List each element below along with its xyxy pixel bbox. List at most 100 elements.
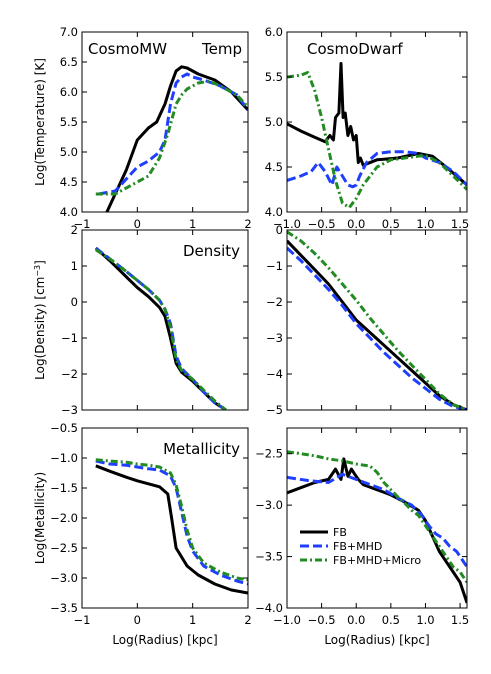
ytick-label: −1.0	[50, 451, 78, 465]
ytick-label: −4	[266, 367, 283, 381]
legend-label-fb-mhd: FB+MHD	[333, 540, 382, 553]
ytick-label: −2.0	[50, 511, 78, 525]
series-group	[287, 62, 467, 209]
ytick-label: −2.5	[50, 541, 78, 555]
series-group	[287, 230, 467, 410]
ytick-label: −3.5	[50, 601, 78, 615]
panel-title: Density	[183, 242, 240, 260]
xlabel-right: Log(Radius) [kpc]	[324, 633, 429, 647]
ytick-label: 4.5	[60, 175, 78, 189]
series-line-fb-mhd	[287, 246, 467, 410]
panel-mw-temp: 4.0 4.5 5.0 5.5 6.0 6.5 7.0 −1 0 1 2 CosmoMW Temp	[60, 25, 252, 231]
ytick-label: −3	[266, 331, 283, 345]
ytick-label: 5.0	[265, 115, 283, 129]
ytick-label: −5	[266, 403, 283, 417]
xtick-label: 1	[189, 217, 196, 231]
series-line-fb-mhd	[95, 459, 248, 586]
axes-frame	[286, 31, 468, 213]
series-line-fb-mhd-micro	[94, 248, 227, 410]
legend-label-fb: FB	[333, 526, 347, 539]
xtick-label: −1	[74, 217, 91, 231]
panel-title: CosmoMW	[88, 40, 167, 58]
panel-mw-metallicity: −3.5 −3.0 −2.5 −2.0 −1.5 −1.0 −0.5 −1 0 1 2 Metalli…	[50, 421, 252, 627]
ytick-label: −2	[266, 295, 283, 309]
ytick-label: 5.5	[265, 70, 283, 84]
series-line-fb-mhd	[287, 472, 467, 568]
series-line-fb-mhd-micro	[95, 79, 248, 196]
axes-frame	[81, 31, 249, 213]
axes-frame	[286, 229, 468, 411]
ylabel-density-main: Log(Density) [cm	[33, 277, 47, 380]
xtick-label: 1.5	[451, 613, 469, 627]
xtick-label: 2	[244, 613, 251, 627]
ytick-label: 6.5	[60, 55, 78, 69]
panel-dwarf-density: −5 −4 −3 −2 −1 0	[266, 223, 468, 417]
ytick-label: −2.5	[255, 447, 283, 461]
ylabel-metallicity: Log(Metallicity)	[33, 472, 47, 564]
panel-mw-density: −3 −2 −1 0 1 2 Density	[61, 223, 249, 417]
series-line-fb-mhd	[287, 150, 467, 189]
legend: FB FB+MHD FB+MHD+Micro	[300, 526, 421, 567]
ylabel-density-sup: −3	[33, 265, 42, 277]
series-line-fb	[94, 246, 227, 410]
xtick-label: 1.0	[416, 613, 434, 627]
xtick-label: 0	[134, 217, 141, 231]
panel-dwarf-temp: 4.0 4.5 5.0 5.5 6.0 −1.0 −0.5 0.0 0.5 1.0 1.5 Cosmo…	[265, 25, 470, 231]
ytick-label: 4.5	[265, 160, 283, 174]
xtick-label: −1.0	[273, 613, 301, 627]
ytick-label: −3	[61, 403, 78, 417]
xtick-label: 2	[244, 217, 251, 231]
legend-label-fb-mhd-micro: FB+MHD+Micro	[333, 554, 421, 567]
series-group	[95, 458, 248, 595]
ytick-label: −3.0	[50, 571, 78, 585]
ytick-label: 4.0	[265, 205, 283, 219]
ytick-label: 0	[71, 295, 78, 309]
series-line-fb-mhd-micro	[287, 230, 467, 410]
xtick-label: 1.5	[451, 217, 469, 231]
ylabel-temperature: Log(Temperature) [K]	[33, 58, 47, 186]
panel-title: Metallicity	[163, 440, 240, 458]
panel-title: CosmoDwarf	[307, 40, 403, 58]
ytick-label: −4.0	[255, 601, 283, 615]
ytick-label: 4.0	[60, 205, 78, 219]
xtick-label: −1	[74, 613, 91, 627]
xtick-label: 0.0	[347, 613, 365, 627]
ytick-label: −3.5	[255, 550, 283, 564]
axes-frame	[81, 229, 249, 411]
ylabel-density: Log(Density) [cm−3]	[33, 260, 48, 380]
xtick-label: −1.0	[273, 217, 301, 231]
panel-title: Temp	[201, 40, 242, 58]
ytick-label: −2	[61, 367, 78, 381]
xtick-label: −0.5	[308, 613, 336, 627]
series-line-fb-mhd-micro	[95, 458, 248, 582]
series-line-fb-mhd	[94, 246, 227, 410]
series-line-fb	[105, 65, 248, 212]
series-group	[94, 246, 227, 410]
xtick-label: 0.5	[382, 217, 400, 231]
ytick-label: 1	[71, 259, 78, 273]
series-line-fb-mhd	[98, 72, 248, 196]
xtick-label: 0	[134, 613, 141, 627]
ytick-label: −1	[266, 259, 283, 273]
series-line-fb	[95, 464, 248, 595]
ytick-label: 5.0	[60, 145, 78, 159]
ytick-label: −0.5	[50, 421, 78, 435]
xtick-label: 0.5	[382, 613, 400, 627]
axes-frame	[286, 427, 468, 609]
ytick-label: −1.5	[50, 481, 78, 495]
ytick-label: 5.5	[60, 115, 78, 129]
ytick-label: 7.0	[60, 25, 78, 39]
xtick-label: 1	[189, 613, 196, 627]
xtick-label: 0.0	[347, 217, 365, 231]
series-line-fb	[287, 457, 467, 604]
ytick-label: 0	[276, 223, 283, 237]
ylabel-density-end: ]	[33, 260, 47, 265]
series-line-fb-mhd-micro	[287, 450, 467, 584]
series-group	[287, 450, 467, 604]
series-group	[95, 65, 248, 212]
ytick-label: 2	[71, 223, 78, 237]
ytick-label: 6.0	[265, 25, 283, 39]
panel-dwarf-metallicity: −4.0 −3.5 −3.0 −2.5 −1.0 −0.5 0.0 0.5 1.0 1.5	[255, 427, 469, 627]
xtick-label: 1.0	[416, 217, 434, 231]
xtick-label: −0.5	[308, 217, 336, 231]
